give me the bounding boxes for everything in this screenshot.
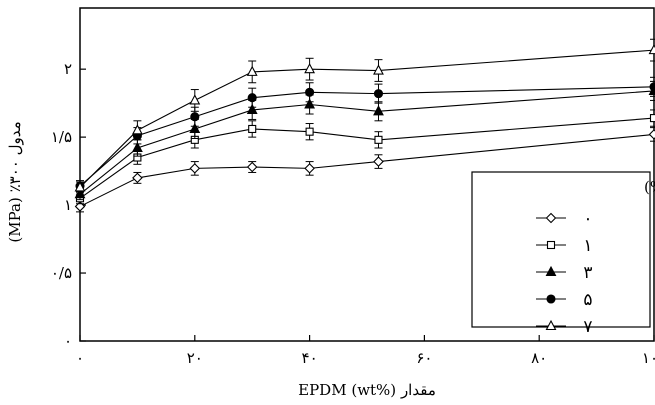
triangle-marker bbox=[304, 62, 316, 74]
triangle-marker bbox=[246, 103, 258, 114]
legend-item: ۱ bbox=[536, 236, 593, 256]
circle-marker bbox=[247, 93, 257, 103]
x-tick-label: ۶۰ bbox=[416, 349, 432, 367]
x-tick-label: ۴۰ bbox=[302, 349, 318, 367]
y-axis: ۰ ۰/۵ ۱ ۱/۵ ۲ bbox=[51, 60, 86, 350]
legend-item: ۰ bbox=[536, 209, 593, 229]
triangle-marker bbox=[373, 64, 384, 75]
circle-marker bbox=[305, 87, 315, 97]
triangle-marker bbox=[304, 98, 316, 109]
triangle-marker bbox=[189, 122, 201, 134]
x-tick-label: ۰ bbox=[76, 349, 84, 367]
y-tick-label: ۰/۵ bbox=[51, 264, 72, 282]
triangle-marker bbox=[131, 124, 143, 135]
circle-marker bbox=[546, 294, 556, 304]
y-tick-label: ۲ bbox=[64, 60, 72, 78]
triangle-marker bbox=[74, 181, 86, 192]
legend-item: ۵ bbox=[536, 290, 593, 310]
legend-item: ۳ bbox=[536, 263, 593, 283]
series-layer bbox=[74, 38, 655, 213]
legend-label: ۰ bbox=[583, 209, 592, 229]
legend-item: ۷ bbox=[536, 317, 593, 337]
legend-items: ۰ ۱ ۳ ۵ ۷ bbox=[536, 209, 593, 337]
legend-label: ۵ bbox=[583, 290, 592, 310]
diamond-marker bbox=[132, 172, 143, 184]
y-tick-label: ۰ bbox=[64, 332, 72, 350]
legend: نانوخاک‌رس (wt%) ۰ ۱ ۳ ۵ ۷ bbox=[471, 171, 655, 337]
triangle-marker bbox=[131, 141, 143, 153]
square-marker bbox=[374, 135, 383, 144]
square-marker bbox=[546, 240, 556, 250]
legend-title: نانوخاک‌رس (wt%) bbox=[644, 178, 655, 196]
diamond-marker bbox=[373, 156, 384, 167]
legend-box bbox=[471, 171, 651, 328]
diamond-marker bbox=[648, 129, 655, 140]
legend-label: ۳ bbox=[583, 263, 592, 283]
y-axis-title: مدول ۳۰۰٪ (MPa) bbox=[6, 121, 24, 242]
series-line bbox=[79, 49, 655, 188]
x-tick-label: ۲۰ bbox=[187, 349, 203, 367]
y-tick-label: ۱ bbox=[64, 196, 72, 214]
diamond-marker bbox=[189, 163, 201, 174]
square-marker bbox=[248, 124, 257, 134]
y-tick-label: ۱/۵ bbox=[51, 128, 72, 146]
triangle-marker bbox=[74, 188, 86, 199]
square-marker bbox=[649, 114, 655, 123]
triangle-marker bbox=[545, 319, 557, 331]
diamond-marker bbox=[545, 212, 557, 224]
legend-label: ۱ bbox=[583, 236, 592, 256]
x-tick-label: ۸۰ bbox=[531, 349, 547, 367]
series-0 bbox=[74, 127, 655, 213]
series-4 bbox=[74, 38, 655, 194]
plot-frame bbox=[79, 7, 655, 342]
triangle-marker bbox=[189, 94, 201, 105]
circle-marker bbox=[373, 89, 384, 99]
diamond-marker bbox=[246, 161, 258, 173]
circle-marker bbox=[190, 112, 200, 122]
series-line bbox=[79, 86, 655, 187]
triangle-marker bbox=[648, 43, 655, 55]
triangle-marker bbox=[246, 65, 258, 76]
circle-marker bbox=[649, 82, 655, 92]
x-axis: ۰ ۲۰ ۴۰ ۶۰ ۸۰ ۱۰۰ bbox=[76, 335, 655, 367]
legend-label: ۷ bbox=[583, 317, 592, 337]
diamond-marker bbox=[304, 163, 315, 174]
square-marker bbox=[305, 127, 314, 136]
triangle-marker bbox=[373, 105, 384, 116]
triangle-marker bbox=[545, 265, 557, 277]
x-axis-title: مقدار EPDM (wt%) bbox=[298, 381, 436, 399]
x-tick-label: ۱۰۰ bbox=[642, 349, 655, 367]
